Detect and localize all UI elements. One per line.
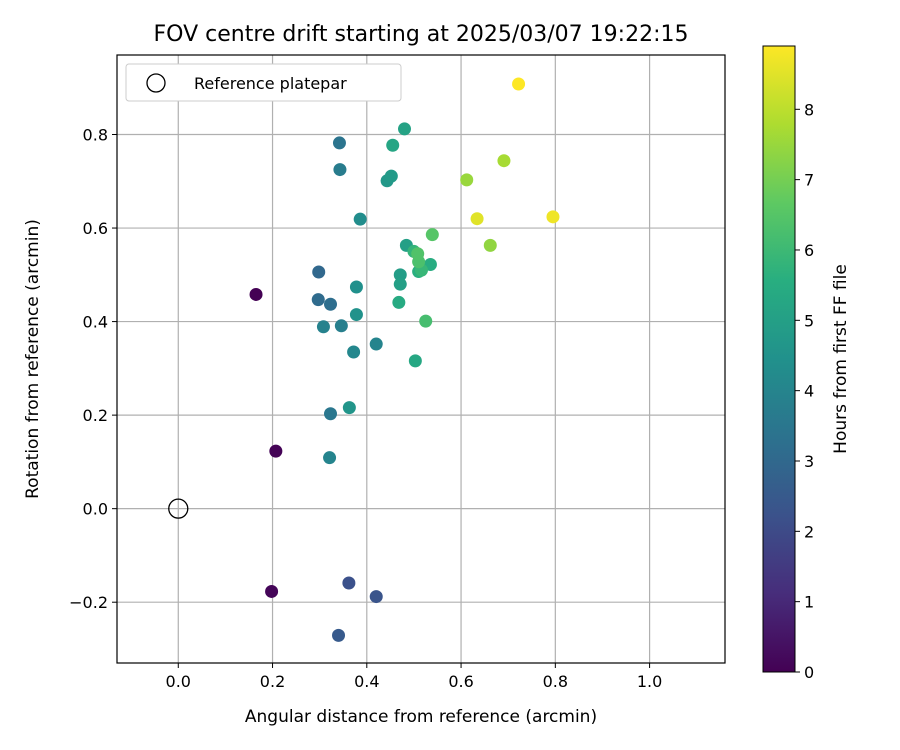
data-point — [349, 280, 363, 294]
reference-layer — [168, 498, 189, 519]
colorbar-ticks: 0 1 2 3 4 5 6 7 8 — [795, 100, 814, 682]
data-point — [269, 444, 283, 458]
x-tick-label: 0.8 — [543, 672, 568, 691]
data-point — [512, 77, 526, 91]
x-tick-label: 0.4 — [354, 672, 379, 691]
y-tick-label: 0.2 — [83, 406, 108, 425]
colorbar-tick-label: 0 — [804, 663, 814, 682]
data-point — [332, 628, 346, 642]
data-point — [349, 308, 363, 322]
x-tick-label: 0.6 — [448, 672, 473, 691]
data-point — [323, 451, 337, 465]
plot-frame — [116, 54, 726, 664]
y-axis-label: Rotation from reference (arcmin) — [23, 219, 43, 499]
colorbar-tick-label: 6 — [804, 241, 814, 260]
y-tick-label: 0.4 — [83, 313, 108, 332]
colorbar-tick-label: 2 — [804, 522, 814, 541]
data-point — [411, 247, 425, 261]
data-point — [265, 584, 279, 598]
colorbar-tick-label: 8 — [804, 100, 814, 119]
chart-title: FOV centre drift starting at 2025/03/07 … — [154, 22, 689, 47]
legend-entry-label: Reference platepar — [194, 74, 347, 93]
data-point — [419, 314, 433, 328]
data-point — [369, 590, 383, 604]
y-tick-label: 0.6 — [83, 219, 108, 238]
data-point — [460, 173, 474, 187]
colorbar-tick-label: 5 — [804, 311, 814, 330]
x-axis-ticks: 0.0 0.2 0.4 0.6 0.8 1.0 — [166, 663, 662, 691]
x-tick-label: 0.2 — [260, 672, 285, 691]
data-point — [392, 295, 406, 309]
data-point — [425, 228, 439, 242]
data-point — [312, 265, 326, 279]
colorbar-tick-label: 4 — [804, 382, 814, 401]
legend: Reference platepar — [125, 63, 402, 102]
data-point — [470, 212, 484, 226]
colorbar-tick-label: 7 — [804, 171, 814, 190]
data-point — [546, 210, 560, 224]
reference-platepar-marker — [168, 498, 189, 519]
colorbar: 0 1 2 3 4 5 6 7 8 Hours from first FF file — [762, 45, 851, 682]
y-tick-label: 0.8 — [83, 126, 108, 145]
data-point — [386, 138, 400, 152]
data-point — [316, 320, 330, 334]
data-point — [324, 297, 338, 311]
data-point — [342, 576, 356, 590]
x-tick-label: 0.0 — [166, 672, 191, 691]
data-point — [332, 136, 346, 150]
legend-marker-icon — [146, 73, 166, 93]
data-point — [408, 354, 422, 368]
data-point — [483, 238, 497, 252]
data-points — [249, 77, 560, 642]
colorbar-gradient — [762, 45, 796, 673]
data-point — [393, 268, 407, 282]
data-point — [249, 287, 263, 301]
y-axis-ticks: −0.2 0.0 0.2 0.4 0.6 0.8 — [69, 126, 117, 612]
x-tick-label: 1.0 — [637, 672, 662, 691]
x-axis-label: Angular distance from reference (arcmin) — [245, 707, 597, 727]
data-point — [324, 407, 338, 421]
data-point — [497, 154, 511, 168]
colorbar-tick-label: 1 — [804, 593, 814, 612]
y-tick-label: 0.0 — [83, 500, 108, 519]
data-point — [393, 277, 407, 291]
data-point — [369, 337, 383, 351]
grid — [117, 55, 725, 663]
legend-box — [125, 63, 402, 102]
data-point — [334, 319, 348, 333]
data-point — [398, 122, 412, 136]
colorbar-tick-label: 3 — [804, 452, 814, 471]
colorbar-label: Hours from first FF file — [831, 264, 851, 454]
y-tick-label: −0.2 — [69, 593, 108, 612]
data-point — [353, 212, 367, 226]
data-point — [311, 293, 325, 307]
data-point — [347, 345, 361, 359]
data-point — [384, 169, 398, 183]
data-point — [333, 163, 347, 177]
data-point — [342, 401, 356, 415]
